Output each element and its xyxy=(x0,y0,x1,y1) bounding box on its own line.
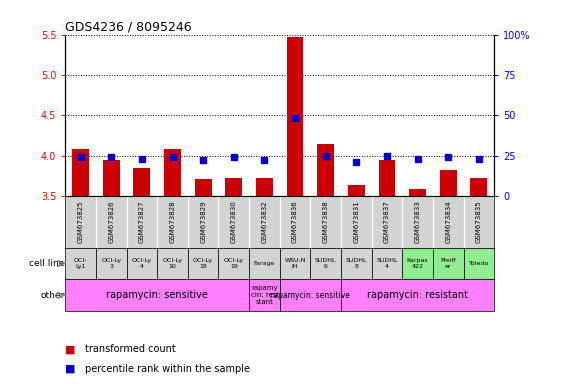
Text: GSM673835: GSM673835 xyxy=(476,200,482,243)
Text: cell line: cell line xyxy=(30,259,65,268)
Bar xyxy=(378,160,395,196)
Bar xyxy=(409,189,426,196)
Bar xyxy=(225,178,242,196)
Bar xyxy=(470,178,487,196)
Bar xyxy=(341,279,494,311)
Bar xyxy=(433,248,463,279)
Bar xyxy=(188,248,219,279)
Text: rapamycin: resistant: rapamycin: resistant xyxy=(367,290,468,300)
Bar xyxy=(256,178,273,196)
Bar xyxy=(440,170,457,196)
Bar xyxy=(371,248,402,279)
Text: GSM673829: GSM673829 xyxy=(200,200,206,243)
Text: Pfeiff
er: Pfeiff er xyxy=(440,258,456,269)
Bar xyxy=(157,248,188,279)
Text: transformed count: transformed count xyxy=(85,344,176,354)
Bar xyxy=(318,144,334,196)
Bar xyxy=(280,248,310,279)
Text: Toledo: Toledo xyxy=(469,261,489,266)
Text: GSM673826: GSM673826 xyxy=(108,200,114,243)
Text: OCI-Ly
10: OCI-Ly 10 xyxy=(162,258,182,269)
Bar xyxy=(65,248,96,279)
Bar xyxy=(341,248,371,279)
Text: GSM673825: GSM673825 xyxy=(78,200,83,243)
Text: GSM673834: GSM673834 xyxy=(445,200,451,243)
Bar xyxy=(348,185,365,196)
Bar xyxy=(463,248,494,279)
Text: SUDHL
4: SUDHL 4 xyxy=(376,258,398,269)
Bar xyxy=(287,37,303,196)
Bar xyxy=(133,169,151,196)
Bar xyxy=(219,248,249,279)
Text: GSM673838: GSM673838 xyxy=(323,200,329,243)
Text: ■: ■ xyxy=(65,344,76,354)
Text: OCI-Ly
19: OCI-Ly 19 xyxy=(224,258,244,269)
Text: other: other xyxy=(40,291,65,300)
Bar xyxy=(402,248,433,279)
Text: GSM673827: GSM673827 xyxy=(139,200,145,243)
Text: GSM673833: GSM673833 xyxy=(415,200,420,243)
Text: Karpas
422: Karpas 422 xyxy=(407,258,428,269)
Text: GSM673831: GSM673831 xyxy=(353,200,360,243)
Text: rapamy
cin: resi
stant: rapamy cin: resi stant xyxy=(250,285,278,305)
Bar xyxy=(96,248,127,279)
Text: percentile rank within the sample: percentile rank within the sample xyxy=(85,364,250,374)
Bar xyxy=(280,279,341,311)
Text: GDS4236 / 8095246: GDS4236 / 8095246 xyxy=(65,20,192,33)
Text: GSM673832: GSM673832 xyxy=(261,200,268,243)
Text: GSM673830: GSM673830 xyxy=(231,200,237,243)
Text: GSM673837: GSM673837 xyxy=(384,200,390,243)
Text: OCI-Ly
3: OCI-Ly 3 xyxy=(101,258,122,269)
Bar xyxy=(103,160,120,196)
Text: rapamycin: sensitive: rapamycin: sensitive xyxy=(270,291,350,300)
Bar xyxy=(72,149,89,196)
Text: OCI-Ly
4: OCI-Ly 4 xyxy=(132,258,152,269)
Text: ■: ■ xyxy=(65,364,76,374)
Text: SUDHL
8: SUDHL 8 xyxy=(345,258,367,269)
Bar xyxy=(310,248,341,279)
Bar xyxy=(249,279,280,311)
Bar xyxy=(127,248,157,279)
Bar xyxy=(65,279,249,311)
Text: SUDHL
6: SUDHL 6 xyxy=(315,258,336,269)
Text: Farage: Farage xyxy=(254,261,275,266)
Bar xyxy=(249,248,280,279)
Bar xyxy=(195,179,212,196)
Text: rapamycin: sensitive: rapamycin: sensitive xyxy=(106,290,208,300)
Text: WSU-N
IH: WSU-N IH xyxy=(285,258,306,269)
Text: GSM673828: GSM673828 xyxy=(169,200,176,243)
Text: OCI-
Ly1: OCI- Ly1 xyxy=(74,258,87,269)
Text: OCI-Ly
18: OCI-Ly 18 xyxy=(193,258,213,269)
Text: GSM673836: GSM673836 xyxy=(292,200,298,243)
Bar xyxy=(164,149,181,196)
